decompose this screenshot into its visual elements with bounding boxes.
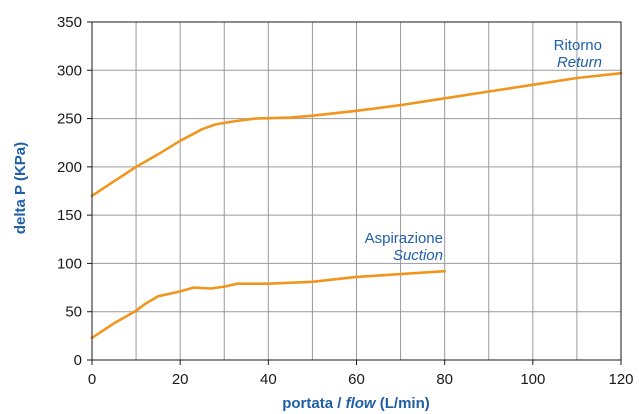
series-label-suction: Suction [393, 247, 443, 264]
x-axis-ticks: 0 20 40 60 80 100 120 [88, 360, 634, 388]
x-tick-label: 20 [172, 371, 189, 388]
x-tick-label: 0 [88, 371, 96, 388]
y-axis-ticks: 0 50 100 150 200 250 300 350 [57, 14, 92, 369]
y-tick-label: 0 [74, 352, 82, 369]
series-label-return: Return [557, 54, 602, 71]
series-line-ritorno [90, 71, 623, 198]
series-line-aspirazione [90, 269, 446, 340]
x-tick-label: 100 [520, 371, 545, 388]
x-axis-title: portata / flow (L/min) [282, 395, 430, 412]
series-label-ritorno: Ritorno [554, 37, 602, 54]
y-tick-label: 150 [57, 207, 82, 224]
x-axis-title-en: flow [346, 395, 377, 412]
y-tick-label: 50 [65, 304, 82, 321]
x-tick-label: 80 [436, 371, 453, 388]
y-tick-label: 300 [57, 62, 82, 79]
y-tick-label: 250 [57, 111, 82, 128]
series-label-aspirazione: Aspirazione [365, 230, 443, 247]
x-axis-title-it: portata / [282, 395, 342, 412]
y-axis-title: delta P (KPa) [12, 142, 29, 234]
x-axis-title-unit: (L/min) [380, 395, 430, 412]
x-tick-label: 60 [348, 371, 365, 388]
grid [91, 21, 622, 361]
y-tick-label: 350 [57, 14, 82, 31]
x-tick-label: 120 [608, 371, 633, 388]
y-tick-label: 100 [57, 255, 82, 272]
y-tick-label: 200 [57, 159, 82, 176]
series-layer [90, 71, 623, 340]
x-tick-label: 40 [260, 371, 277, 388]
